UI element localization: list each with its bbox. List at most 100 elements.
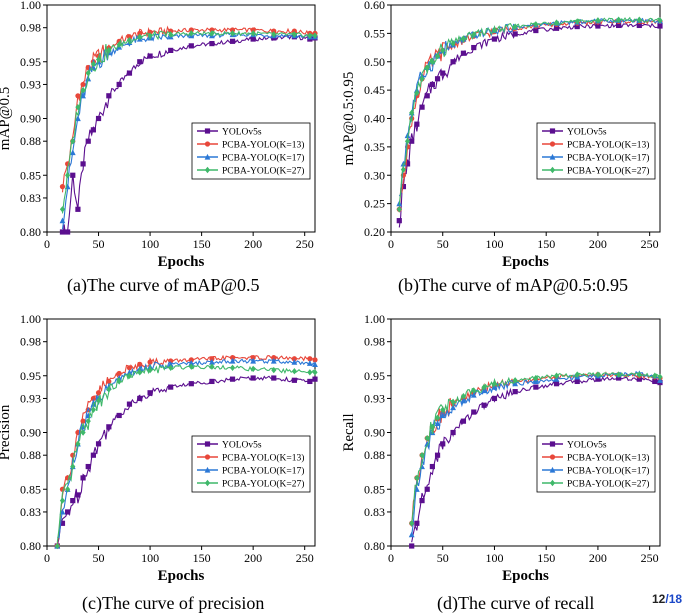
legend-swatch-marker <box>204 166 211 174</box>
page-indicator[interactable]: 12/18 <box>652 592 682 606</box>
data-point <box>147 29 153 35</box>
y-tick-label: 0.20 <box>364 225 385 239</box>
data-point <box>434 452 441 458</box>
data-point <box>636 22 642 29</box>
data-point <box>116 41 122 48</box>
data-point <box>471 44 477 51</box>
data-point <box>440 441 446 447</box>
y-tick-label: 0.90 <box>20 112 41 126</box>
data-point <box>80 418 86 424</box>
data-point <box>59 520 66 526</box>
data-point <box>424 93 430 99</box>
data-point <box>167 361 174 367</box>
data-point <box>116 378 122 385</box>
data-point <box>404 138 411 145</box>
data-point <box>59 184 66 190</box>
data-point <box>209 356 215 362</box>
x-tick-label: 250 <box>296 237 314 251</box>
y-tick-label: 0.30 <box>364 168 385 182</box>
data-point <box>106 378 112 385</box>
data-point <box>209 30 215 37</box>
data-point <box>70 498 76 504</box>
data-point <box>106 93 112 99</box>
y-tick-label: 0.98 <box>20 335 41 349</box>
data-point <box>434 420 441 427</box>
x-tick-label: 100 <box>141 237 159 251</box>
series-line-3 <box>56 364 315 543</box>
data-point <box>106 47 112 54</box>
data-point <box>307 356 313 362</box>
data-point <box>450 404 456 411</box>
data-point <box>126 36 133 44</box>
legend-entry-label: YOLOv5s <box>567 441 607 451</box>
x-tick-label: 50 <box>93 551 105 565</box>
data-point <box>533 374 539 382</box>
data-point <box>229 38 236 44</box>
data-point <box>250 36 256 42</box>
data-point <box>533 27 539 34</box>
data-point <box>59 497 66 504</box>
data-point <box>595 376 601 382</box>
data-point <box>250 365 256 373</box>
plot-frame <box>390 4 661 233</box>
data-point <box>80 92 86 99</box>
data-point <box>126 369 133 375</box>
data-point <box>209 40 215 47</box>
data-point <box>209 363 215 370</box>
x-tick-label: 200 <box>244 237 262 251</box>
data-point <box>126 401 133 407</box>
data-point <box>188 43 194 49</box>
data-point <box>636 376 642 382</box>
data-point <box>75 103 81 111</box>
data-point <box>429 58 435 65</box>
legend-swatch-marker <box>549 479 556 487</box>
data-point <box>460 392 467 400</box>
y-tick-label: 0.88 <box>364 448 385 462</box>
y-tick-label: 0.98 <box>20 21 41 35</box>
plot-frame <box>46 318 316 547</box>
data-point <box>75 492 81 498</box>
data-point <box>533 384 539 390</box>
y-tick-label: 0.83 <box>364 505 385 519</box>
data-point <box>90 406 96 413</box>
data-point <box>450 59 456 65</box>
data-point <box>450 429 456 436</box>
legend-swatch-marker <box>204 441 211 447</box>
legend-entry-label: PCBA-YOLO(K=17) <box>222 153 304 164</box>
data-point <box>312 32 318 39</box>
data-point <box>414 520 420 526</box>
data-point <box>553 381 560 387</box>
x-tick-label: 250 <box>296 551 314 565</box>
data-point <box>59 206 66 213</box>
x-tick-label: 200 <box>244 551 262 565</box>
data-point <box>85 138 91 144</box>
y-tick-label: 0.85 <box>364 482 385 496</box>
data-point <box>409 109 415 117</box>
legend-entry-label: PCBA-YOLO(K=17) <box>567 466 649 477</box>
data-point <box>80 429 86 436</box>
data-point <box>65 172 71 179</box>
legend-swatch-marker <box>549 141 556 147</box>
data-point <box>75 440 81 448</box>
data-point <box>54 542 60 550</box>
legend-swatch-marker <box>549 153 556 160</box>
legend-swatch-marker <box>204 466 211 473</box>
data-point <box>85 463 91 470</box>
legend-entry-label: PCBA-YOLO(K=27) <box>222 479 304 490</box>
data-point <box>188 27 194 33</box>
y-tick-label: 0.95 <box>20 369 41 383</box>
legend-swatch-marker <box>549 166 556 174</box>
legend-entry-label: YOLOv5s <box>222 441 262 451</box>
data-point <box>147 366 153 374</box>
data-point <box>439 412 446 419</box>
data-point <box>312 376 318 382</box>
x-tick-label: 0 <box>44 237 50 251</box>
data-point <box>126 372 133 379</box>
legend-entry-label: PCBA-YOLO(K=17) <box>567 153 649 164</box>
data-point <box>574 371 580 378</box>
data-point <box>95 390 102 396</box>
x-tick-label: 200 <box>589 237 607 251</box>
data-point <box>553 372 560 379</box>
data-point <box>137 395 143 402</box>
x-tick-label: 50 <box>437 237 449 251</box>
